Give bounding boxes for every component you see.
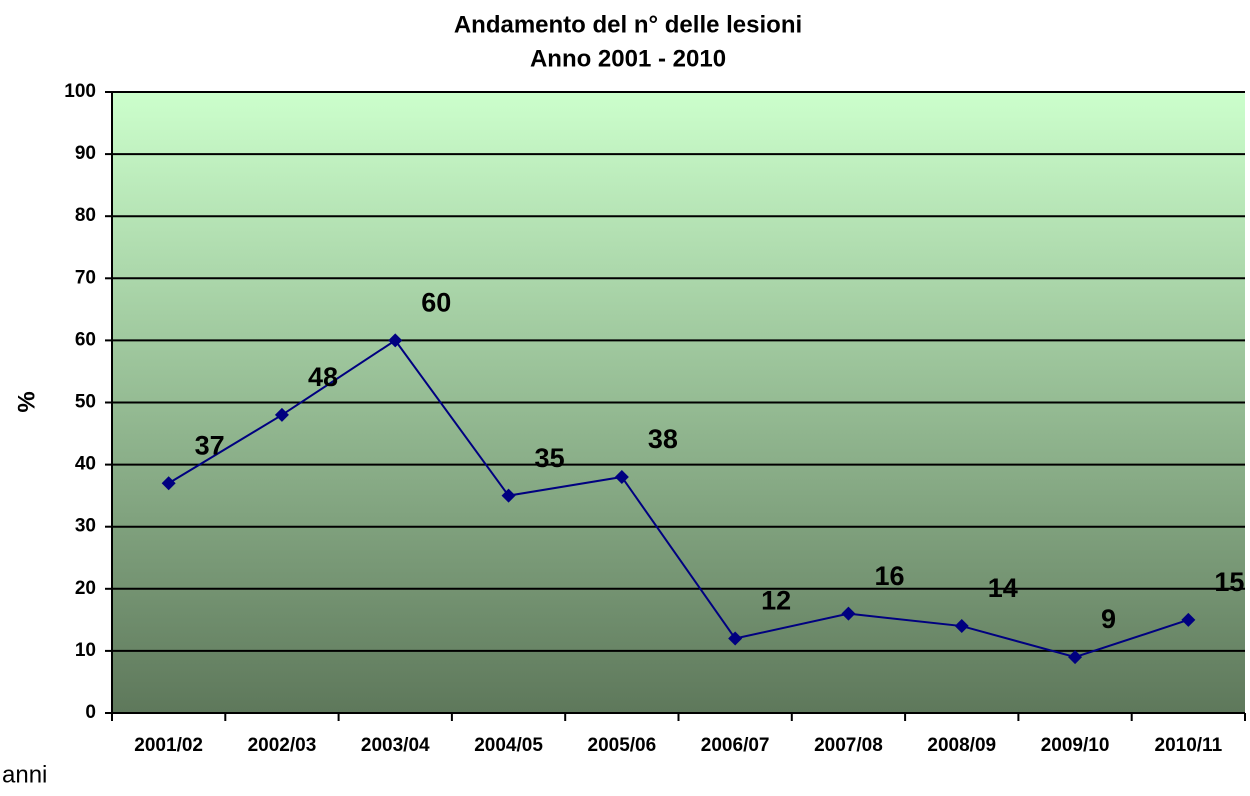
x-tick-label: 2008/09 (927, 735, 996, 756)
chart-title: Andamento del n° delle lesioni (454, 11, 802, 38)
data-label: 60 (421, 288, 451, 318)
data-label: 48 (308, 362, 338, 392)
data-point (1181, 612, 1196, 627)
x-tick-label: 2007/08 (814, 735, 883, 756)
y-tick-label: 50 (75, 392, 96, 413)
data-point (728, 631, 743, 646)
data-point (388, 333, 403, 348)
x-tick-label: 2003/04 (361, 735, 430, 756)
y-tick-label: 70 (75, 267, 96, 288)
data-line (168, 339, 1189, 659)
data-label: 12 (761, 586, 791, 616)
data-point (501, 488, 516, 503)
data-point (1068, 650, 1083, 665)
x-tick-label: 2004/05 (474, 735, 543, 756)
x-tick-label: 2010/11 (1155, 735, 1223, 756)
x-tick-label: 2005/06 (588, 735, 657, 756)
data-label: 38 (648, 424, 678, 454)
x-tick-label: 2006/07 (701, 735, 770, 756)
data-point (614, 470, 629, 485)
data-point (841, 606, 856, 621)
data-label: 37 (195, 430, 225, 460)
data-label: 16 (874, 561, 904, 591)
y-tick-label: 20 (75, 578, 96, 599)
y-tick-label: 100 (64, 81, 96, 102)
y-tick-label: 0 (85, 702, 96, 723)
data-label: 14 (988, 573, 1018, 603)
y-axis-label: % (13, 391, 40, 412)
x-tick-label: 2002/03 (248, 735, 317, 756)
y-tick-label: 40 (75, 454, 96, 475)
y-tick-label: 80 (75, 205, 96, 226)
chart-subtitle: Anno 2001 - 2010 (530, 45, 726, 72)
y-tick-label: 60 (75, 329, 96, 350)
data-label: 15 (1214, 567, 1244, 597)
x-tick-label: 2001/02 (134, 735, 203, 756)
x-axis-label: anni (2, 761, 47, 788)
data-label: 35 (535, 443, 565, 473)
x-tick-label: 2009/10 (1041, 735, 1110, 756)
data-point (274, 407, 289, 422)
data-label: 9 (1101, 604, 1116, 634)
y-tick-label: 10 (75, 640, 96, 661)
data-point (954, 619, 969, 634)
data-point (161, 476, 176, 491)
y-tick-label: 90 (75, 143, 96, 164)
y-tick-label: 30 (75, 516, 96, 537)
